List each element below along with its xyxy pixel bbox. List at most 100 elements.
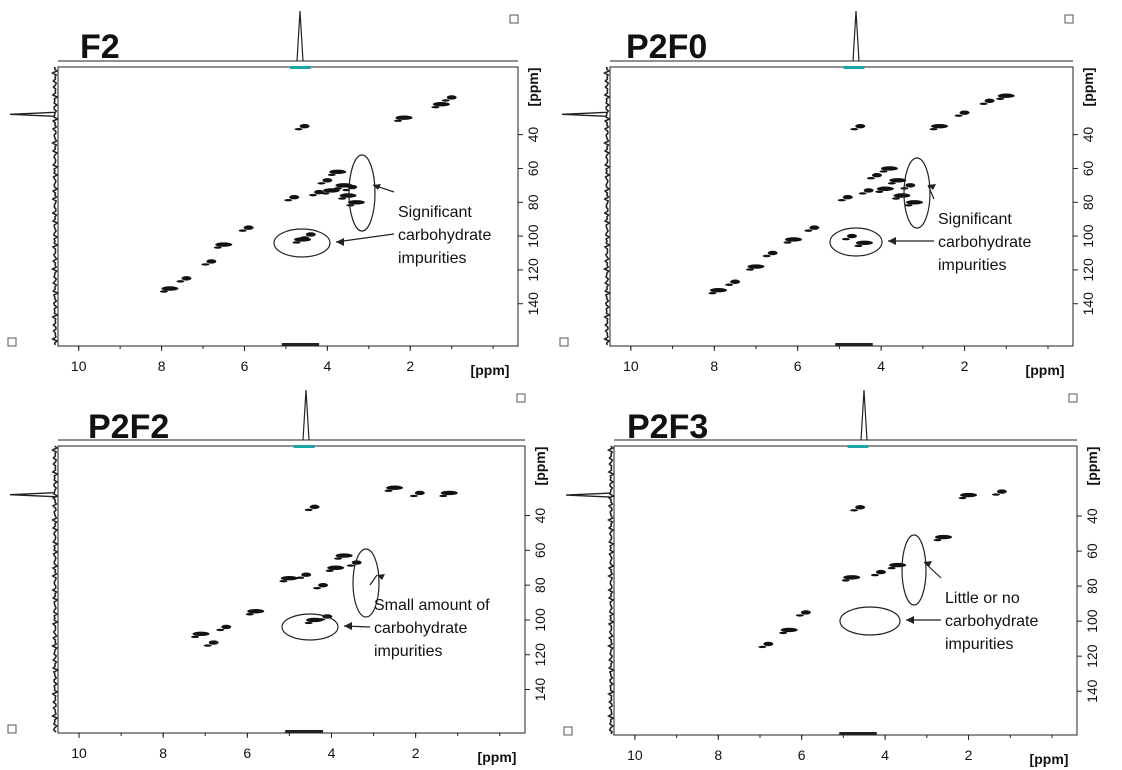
cross-peak [327,565,345,570]
cross-peak [858,192,867,195]
cross-peak [181,276,192,281]
annotation-arrowhead [336,238,344,246]
cross-peak [725,283,734,286]
cross-peak [440,490,458,496]
cross-peak [386,485,404,490]
cross-peak [846,233,857,239]
y-tick-label: 60 [1080,160,1096,176]
x-tick-label: 10 [623,358,639,374]
cross-peak [929,127,938,131]
chart-panel-4: P2F3 10 8 6 4 2 [ppm] 40 60 80 100 120 140 [ppm] Littl… [563,389,1100,767]
cross-peak [850,127,859,131]
cross-peak [325,569,334,572]
cross-peak [304,621,313,625]
cross-peak [837,199,846,202]
y-tick-label: 100 [532,608,548,632]
cross-peak [304,508,313,512]
left-projection-peak [561,111,608,118]
cross-peak [159,290,168,293]
cross-peak [887,182,896,185]
y-tick-label: 60 [525,160,541,176]
cross-peak [314,189,325,195]
cross-peak [854,244,863,248]
y-tick-label: 140 [525,292,541,316]
y-tick-label: 140 [1084,679,1100,703]
cross-peak [887,566,896,570]
cross-peak [395,115,413,120]
cross-peak [394,119,403,122]
cross-peak [215,242,233,247]
cross-peak [997,93,1015,98]
panel-title: P2F0 [626,28,707,66]
solvent-stripe-top [290,66,311,69]
annotation-arrowhead [344,622,352,630]
solvent-stripe-top [843,66,865,69]
cross-peak [866,177,875,180]
cross-peak [414,490,425,496]
left-projection-trace [50,445,60,733]
y-tick-label: 100 [1080,224,1096,248]
y-tick-label: 120 [525,258,541,282]
cross-peak [809,225,820,230]
cross-peak [991,493,1000,496]
annotation-text: impurities [374,643,442,660]
annotation-ellipse [273,228,331,258]
y-tick-label: 120 [532,643,548,667]
annotation-arrowhead [924,561,932,567]
cross-peak [879,170,888,173]
left-projection-trace [602,66,612,346]
x-tick-label: 10 [627,747,643,763]
cross-peak [933,538,942,542]
y-tick-label: 100 [525,224,541,248]
cross-peak [893,193,911,198]
annotation-text: impurities [938,257,1006,274]
cross-peak [284,199,293,202]
annotation-ellipse [903,157,931,229]
cross-peak [201,263,210,266]
y-axis-label: [ppm] [1080,68,1096,107]
top-projection-peak [296,10,304,62]
cross-peak [317,182,326,185]
x-tick-label: 6 [241,358,249,374]
x-axis-label: [ppm] [1030,751,1069,767]
cross-peak [301,572,312,577]
y-axis-label: [ppm] [1084,447,1100,486]
y-tick-label: 120 [1084,644,1100,668]
cross-peak [206,259,217,264]
cross-peak [767,250,778,256]
cross-peak [299,123,310,129]
cross-peak [203,644,212,647]
top-projection-peak [852,10,860,62]
x-tick-label: 4 [323,358,331,374]
cross-peak [335,553,353,558]
left-projection-peak [9,111,56,118]
cross-peak [889,178,907,183]
cross-peak [996,97,1005,100]
y-tick-label: 80 [525,194,541,210]
cross-peak [309,504,320,510]
cross-peak [905,200,923,205]
annotation-arrowhead [928,184,936,190]
cross-peak [309,193,318,197]
cross-peak [889,562,907,568]
x-tick-label: 10 [71,358,87,374]
cross-peak [795,614,804,617]
cross-peak [855,240,873,246]
cross-peak [306,617,324,623]
cross-peak [439,494,448,498]
x-tick-label: 8 [714,747,722,763]
cross-peak [959,110,970,115]
y-tick-label: 140 [1080,292,1096,316]
annotation-text: carbohydrate [398,227,491,244]
annotation-arrowhead [906,616,914,624]
cross-peak [192,631,210,637]
cross-peak [855,123,866,129]
cross-peak [780,627,798,633]
y-tick-label: 80 [1084,578,1100,594]
left-projection-peak [9,492,56,498]
y-tick-label: 80 [1080,194,1096,210]
cross-peak [785,237,803,242]
corner-marker [1068,393,1078,403]
annotation-text: carbohydrate [374,620,467,637]
